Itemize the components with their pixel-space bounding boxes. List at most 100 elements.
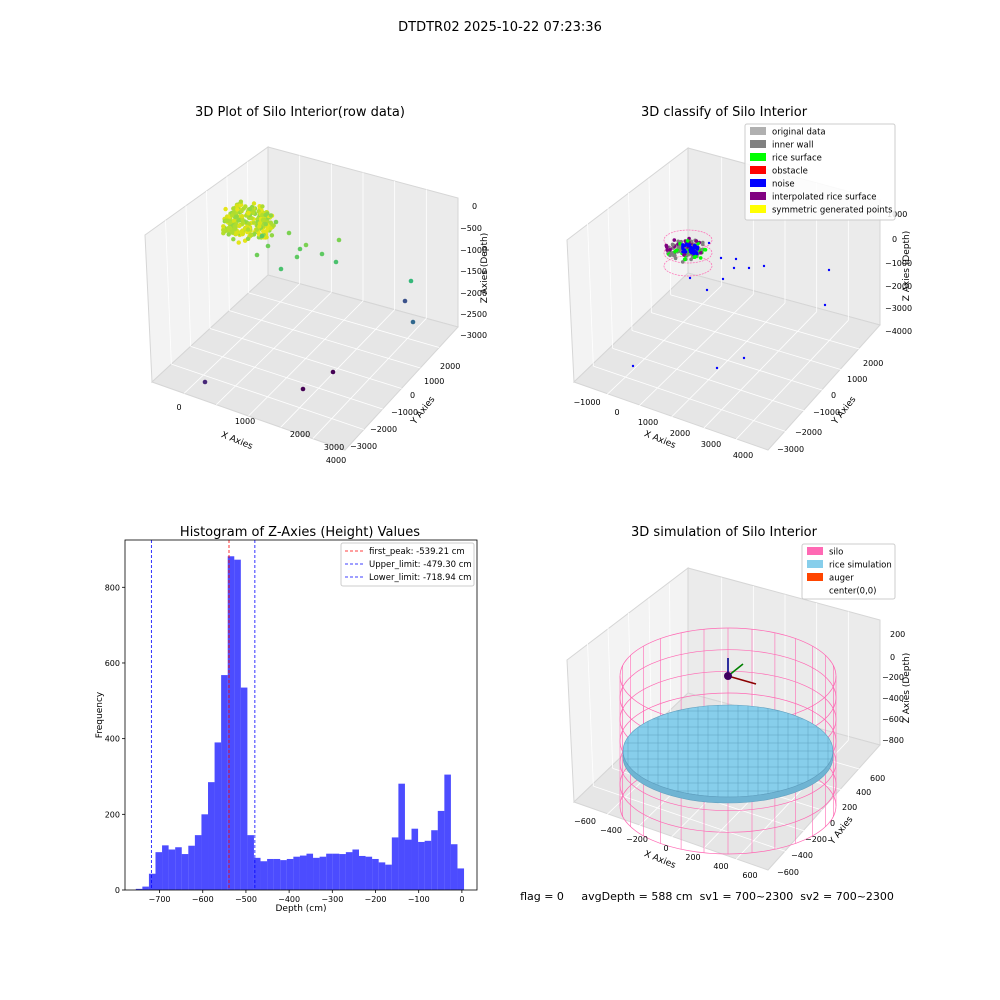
legend-label: auger [829, 574, 854, 584]
data-point [223, 206, 228, 212]
legend-label: original data [772, 128, 826, 138]
histogram-bar [299, 855, 307, 890]
data-point [264, 235, 269, 240]
simulation-ztick: −200 [882, 673, 904, 682]
data-point [231, 218, 236, 223]
histogram-bar [404, 839, 412, 890]
classify-ytick: −1000 [813, 408, 840, 417]
data-point [221, 224, 226, 229]
data-point [695, 251, 699, 255]
legend-swatch [750, 179, 766, 187]
data-point [300, 386, 306, 392]
legend-label: obstacle [772, 167, 808, 177]
raw-ztick: −1500 [460, 267, 487, 276]
data-point [249, 216, 254, 221]
simulation-ytick: −400 [791, 851, 813, 860]
histogram-bar [385, 864, 392, 890]
data-point [685, 239, 690, 243]
x-tick-label: 0 [459, 895, 464, 904]
classify-ytick: 0 [831, 391, 836, 400]
data-point [268, 226, 273, 231]
classify-ytick: −2000 [795, 428, 822, 437]
legend-swatch [750, 127, 766, 135]
data-point [698, 256, 703, 260]
legend-label: first_peak: -539.21 cm [369, 547, 465, 557]
histogram-bar [359, 855, 366, 890]
x-tick-label: −300 [321, 895, 343, 904]
raw-zlabel: Z Axies (Depth) [480, 233, 490, 304]
histogram-bar [267, 858, 274, 890]
grid-line [185, 205, 192, 347]
data-point [294, 254, 300, 260]
noise-point [732, 266, 736, 270]
grid-line [226, 176, 230, 311]
x-tick-label: −600 [192, 895, 214, 904]
data-point [671, 243, 675, 247]
x-tick-label: −400 [278, 895, 300, 904]
data-point [261, 229, 266, 234]
histogram-bar [431, 830, 438, 890]
classify-xtick: 1000 [638, 418, 658, 427]
data-point [665, 248, 669, 252]
histogram-bar [450, 844, 458, 890]
data-point [668, 253, 672, 258]
data-point [689, 257, 693, 262]
data-point [673, 256, 678, 261]
data-point [232, 207, 237, 212]
histogram-bar [247, 835, 254, 890]
noise-point [742, 356, 746, 360]
classify-ztick: −1000 [885, 259, 912, 268]
data-point [231, 237, 236, 242]
data-point [408, 278, 414, 284]
classify-scatter-points [631, 229, 831, 370]
data-point [263, 212, 268, 218]
histogram-bar [168, 849, 176, 890]
raw-ytick: −3000 [350, 442, 377, 451]
histogram-bar [326, 853, 333, 890]
histogram-bar [457, 868, 465, 890]
simulation-legend: silo rice simulation auger center(0,0) [801, 543, 896, 600]
data-point [230, 230, 235, 235]
raw-gridlines [165, 155, 440, 439]
data-point [268, 213, 274, 218]
data-point [676, 245, 681, 249]
data-point [234, 214, 239, 219]
classify-legend-frame [744, 123, 896, 221]
data-point [238, 199, 244, 204]
y-tick-label: 400 [105, 735, 120, 744]
legend-label: rice surface [772, 154, 822, 164]
raw-xtick: 1000 [235, 417, 255, 426]
raw-ztick: 0 [472, 202, 477, 211]
panel-raw-title: 3D Plot of Silo Interior(row data) [195, 105, 405, 120]
data-point [243, 204, 248, 209]
histogram-bar [444, 774, 451, 890]
noise-point [705, 288, 709, 292]
histogram-bar [260, 861, 268, 890]
histogram-bar [162, 845, 169, 890]
legend-swatch [807, 560, 823, 568]
noise-point [707, 241, 711, 245]
data-point [229, 213, 235, 218]
classify-ytick: 2000 [863, 359, 883, 368]
legend-label: noise [772, 180, 795, 190]
x-tick-label: −500 [235, 895, 257, 904]
histogram-bar [345, 852, 353, 890]
raw-ztick: −1000 [460, 246, 487, 255]
data-point [251, 201, 257, 206]
panel-simulation-3d: 3D simulation of Silo Interior −600 −400… [566, 525, 912, 880]
simulation-ztick: −400 [882, 694, 904, 703]
noise-point [823, 303, 827, 307]
data-point [701, 242, 705, 247]
data-point [297, 246, 303, 252]
data-point [672, 253, 676, 258]
data-point [668, 248, 672, 252]
data-point [260, 204, 265, 209]
data-point [260, 217, 265, 223]
noise-point [747, 266, 751, 270]
histogram-bar [175, 847, 182, 890]
y-tick-label: 600 [105, 659, 120, 668]
simulation-xtick: 200 [685, 853, 700, 862]
histogram-frame [124, 539, 478, 891]
data-point [286, 230, 292, 236]
